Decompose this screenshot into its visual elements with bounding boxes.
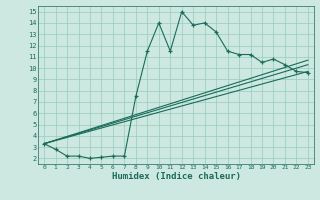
X-axis label: Humidex (Indice chaleur): Humidex (Indice chaleur) (111, 172, 241, 181)
